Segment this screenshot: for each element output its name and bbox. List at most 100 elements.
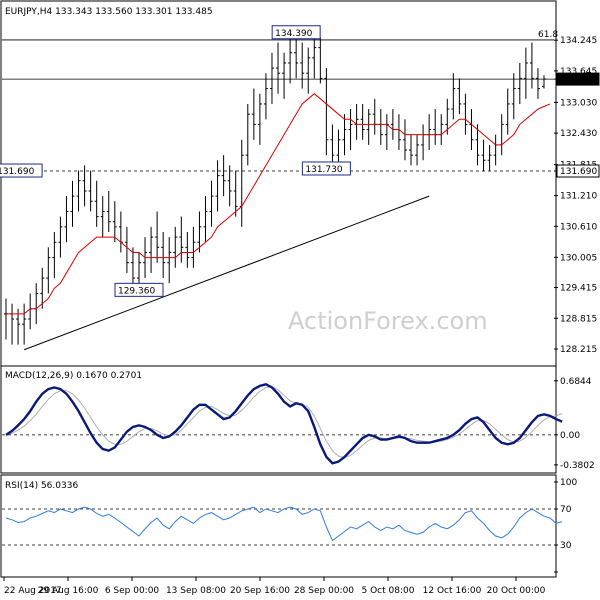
- price-bar: [149, 226, 154, 273]
- x-tick-label: 29 Aug 16:00: [38, 586, 99, 596]
- rsi-y-label: 30: [560, 541, 572, 551]
- price-bar: [130, 247, 135, 289]
- x-tick-label: 22 Aug 2017: [4, 586, 62, 596]
- price-y-label: 133.030: [560, 98, 597, 108]
- rsi-title: RSI(14) 56.0336: [5, 481, 78, 491]
- x-tick-label: 12 Oct 16:00: [423, 586, 482, 596]
- price-bar: [288, 37, 293, 84]
- price-callout-box: [301, 161, 351, 176]
- price-y-label: 133.485: [560, 75, 597, 85]
- price-bar: [312, 37, 317, 79]
- price-callout-text: 131.690: [0, 167, 35, 177]
- price-y-label: 132.430: [560, 129, 597, 139]
- price-bar: [167, 237, 172, 284]
- price-bar: [487, 144, 492, 171]
- price-callout-text: 129.360: [118, 286, 155, 296]
- price-bar: [294, 32, 299, 79]
- x-tick-label: 6 Sep 00:00: [105, 586, 160, 596]
- price-y-label: 128.815: [560, 314, 597, 324]
- price-bar: [112, 201, 117, 243]
- watermark: ActionForex.com: [288, 307, 488, 335]
- price-y-label: 131.210: [560, 192, 597, 202]
- macd-y-label: -0.3802: [560, 461, 595, 471]
- price-y-label: 129.415: [560, 284, 597, 294]
- price-bar: [16, 308, 21, 345]
- price-bar: [415, 134, 420, 166]
- price-bar: [124, 226, 129, 273]
- price-bar: [409, 134, 414, 166]
- price-bar: [100, 196, 105, 238]
- price-bar: [475, 124, 480, 166]
- price-bar: [161, 231, 166, 279]
- price-bar: [324, 68, 329, 156]
- price-bar: [523, 47, 528, 99]
- macd-title: MACD(12,26,9) 0.1670 0.2701: [5, 371, 142, 381]
- price-bar: [40, 267, 45, 309]
- macd-panel: MACD(12,26,9) 0.1670 0.2701 0.6844 0.00 -0…: [0, 365, 595, 474]
- price-bar: [402, 119, 407, 161]
- price-y-label: 133.645: [560, 67, 597, 77]
- price-bar: [221, 155, 226, 197]
- price-bar: [173, 226, 178, 268]
- x-tick-label: 28 Sep 00:00: [294, 586, 354, 596]
- rsi-y-label: 70: [560, 505, 572, 515]
- price-bar: [318, 37, 323, 84]
- price-y-label-box: [556, 164, 600, 178]
- price-bar: [58, 216, 63, 258]
- price-bar: [257, 93, 262, 145]
- price-bar: [282, 52, 287, 99]
- price-bar: [263, 73, 268, 120]
- price-bar: [360, 103, 365, 140]
- x-tick-label: 5 Oct 08:00: [362, 586, 415, 596]
- price-bar: [233, 170, 238, 217]
- price-bar: [76, 170, 81, 212]
- price-callout-text: 134.390: [275, 29, 312, 39]
- price-bar: [191, 226, 196, 268]
- x-tick-label: 13 Sep 08:00: [166, 586, 226, 596]
- price-bar: [535, 68, 540, 99]
- price-bar: [517, 62, 522, 104]
- price-callout-text: 131.730: [305, 165, 342, 175]
- price-bar: [245, 103, 250, 166]
- price-bar: [251, 88, 256, 140]
- price-title: EURJPY,H4 133.343 133.560 133.301 133.48…: [5, 7, 213, 17]
- price-y-label: 130.005: [560, 253, 597, 263]
- price-bar: [542, 75, 546, 89]
- macd-y-label: 0.6844: [560, 377, 592, 387]
- price-bar: [179, 216, 184, 263]
- trendline: [23, 195, 430, 351]
- price-callout-box: [271, 25, 321, 40]
- price-callout-box: [0, 163, 43, 178]
- macd-signal-line: [5, 386, 563, 459]
- price-bar: [348, 109, 353, 151]
- price-bar: [451, 73, 456, 120]
- price-bar: [445, 98, 450, 135]
- rsi-panel: RSI(14) 56.0336 100 70 30: [0, 474, 577, 578]
- price-y-label: 130.610: [560, 222, 597, 232]
- level-tag-text: 61.8: [538, 30, 558, 40]
- price-bar: [64, 196, 69, 243]
- price-panel: EURJPY,H4 133.343 133.560 133.301 133.48…: [0, 0, 600, 367]
- price-callout-box: [114, 282, 164, 297]
- price-bar: [82, 165, 87, 207]
- x-tick-label: 20 Oct 00:00: [487, 586, 546, 596]
- price-bar: [342, 114, 347, 156]
- price-bar: [276, 42, 281, 94]
- price-bar: [185, 231, 190, 268]
- price-bar: [529, 42, 534, 89]
- price-bar: [94, 180, 99, 227]
- price-bar: [227, 165, 232, 207]
- x-tick-label: 20 Sep 16:00: [230, 586, 290, 596]
- rsi-y-label: 100: [560, 478, 577, 488]
- price-bar: [203, 196, 208, 243]
- price-y-label: 134.245: [560, 36, 597, 46]
- price-bar: [463, 93, 468, 135]
- price-bar: [209, 180, 214, 227]
- price-bar: [457, 78, 462, 115]
- price-bar: [215, 160, 220, 212]
- price-bar: [336, 129, 341, 166]
- price-y-label: 131.690: [560, 167, 597, 177]
- price-bar: [511, 73, 516, 120]
